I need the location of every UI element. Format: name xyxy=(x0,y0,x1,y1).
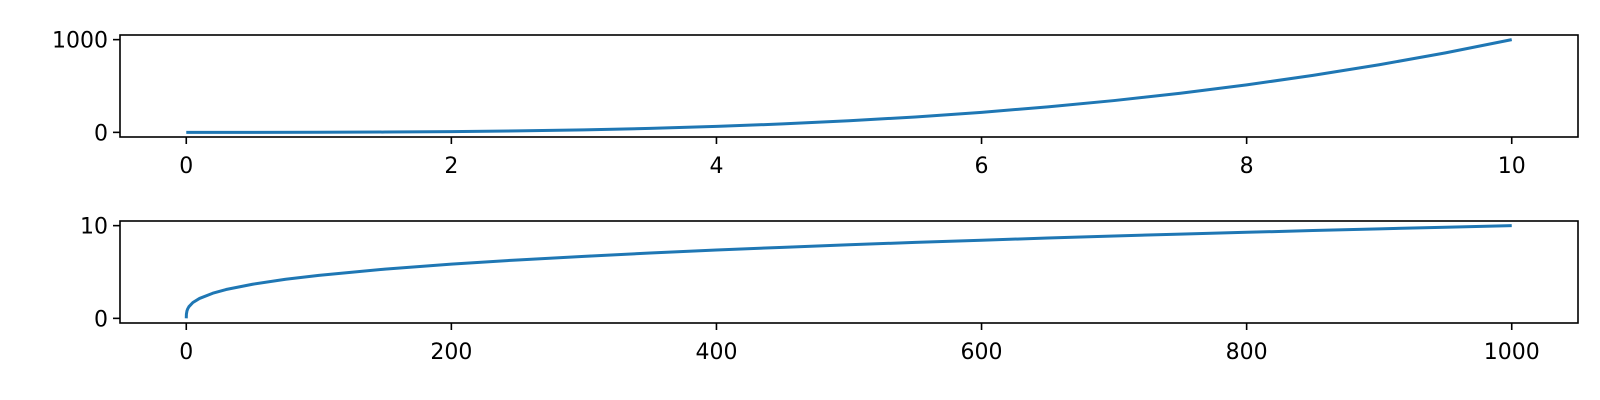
top-axes-frame xyxy=(119,34,1579,138)
top-x-tick-label: 0 xyxy=(179,154,193,179)
top-x-tick-label: 6 xyxy=(975,154,989,179)
top-x-tick-label: 2 xyxy=(444,154,458,179)
top-x-tick-label: 8 xyxy=(1240,154,1254,179)
bottom-axes-frame xyxy=(119,220,1579,324)
bottom-x-tick-label: 400 xyxy=(695,340,737,365)
top-y-tick-label: 0 xyxy=(94,121,108,146)
bottom-x-tick-label: 1000 xyxy=(1484,340,1540,365)
top-series-line-0 xyxy=(186,38,1513,134)
bottom-series-line-0 xyxy=(184,224,1512,319)
top-chart-panel: 0 2 4 6 8 10 0 1000 xyxy=(52,29,1579,179)
bottom-x-tick-label: 600 xyxy=(961,340,1003,365)
bottom-x-tick-label: 800 xyxy=(1226,340,1268,365)
bottom-x-tick-label: 200 xyxy=(430,340,472,365)
top-y-tick-label: 1000 xyxy=(52,29,108,54)
top-x-tick-label: 10 xyxy=(1498,154,1526,179)
bottom-y-tick-label: 10 xyxy=(80,215,108,240)
top-x-tick-label: 4 xyxy=(709,154,723,179)
bottom-y-tick-label: 0 xyxy=(94,307,108,332)
bottom-x-tick-label: 0 xyxy=(179,340,193,365)
bottom-chart-panel: 0 200 400 600 800 1000 0 10 xyxy=(80,215,1579,365)
